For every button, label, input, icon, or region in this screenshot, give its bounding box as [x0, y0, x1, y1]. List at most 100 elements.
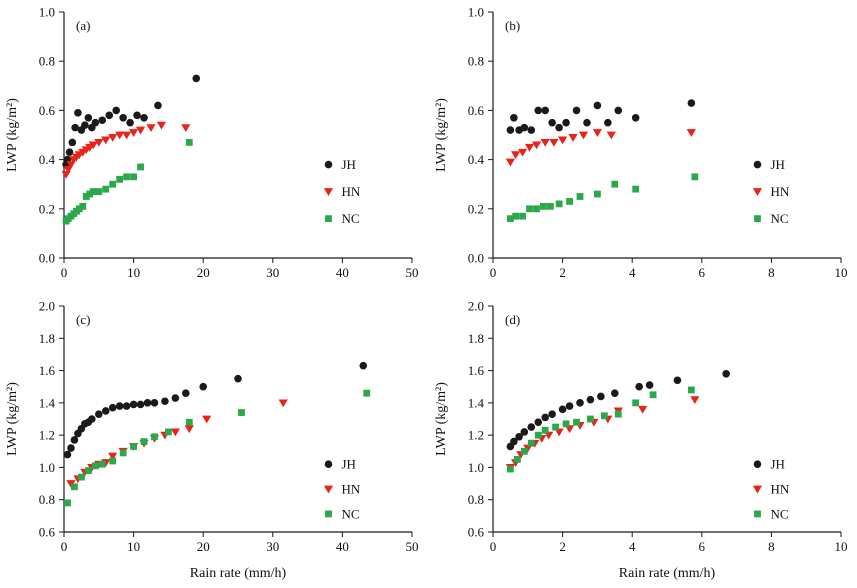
data-point-triangle — [202, 415, 212, 424]
y-axis-title: LWP (kg/m²) — [5, 98, 20, 172]
series-jh — [506, 99, 695, 134]
x-tick-label: 10 — [834, 265, 847, 280]
data-point-triangle — [66, 480, 76, 488]
data-point-circle — [98, 116, 107, 125]
data-point-circle — [143, 399, 152, 407]
series-jh — [506, 370, 730, 451]
data-point-circle — [558, 405, 566, 414]
data-point-circle — [108, 403, 117, 412]
legend-label-jh: JH — [341, 457, 355, 472]
x-tick-label: 20 — [197, 265, 210, 280]
series-hn — [505, 129, 696, 167]
y-tick-label: 0.4 — [467, 152, 484, 167]
data-point-circle — [533, 418, 542, 427]
x-tick-label: 40 — [336, 265, 349, 280]
data-point-square — [513, 455, 521, 463]
data-point-circle — [70, 436, 79, 444]
data-point-circle — [105, 111, 114, 120]
data-point-triangle — [129, 129, 139, 137]
data-point-circle — [572, 106, 580, 115]
data-point-circle — [631, 113, 639, 122]
y-tick-label: 2.0 — [467, 299, 483, 314]
data-point-square — [325, 215, 332, 223]
data-point-triangle — [531, 141, 541, 150]
x-tick-label: 6 — [698, 539, 705, 554]
data-point-circle — [547, 410, 556, 418]
y-tick-label: 0.8 — [39, 492, 55, 507]
data-point-square — [527, 439, 535, 447]
axes — [63, 12, 412, 259]
y-tick-label: 1.2 — [39, 428, 55, 443]
data-point-square — [562, 420, 569, 428]
legend-label-nc: NC — [770, 506, 788, 521]
data-point-circle — [91, 118, 100, 127]
data-point-square — [511, 212, 519, 220]
legend-label-hn: HN — [770, 184, 789, 199]
data-point-square — [64, 499, 71, 507]
x-tick-label: 0 — [61, 265, 68, 280]
data-point-circle — [81, 121, 89, 129]
data-point-square — [185, 138, 193, 146]
data-point-square — [631, 399, 639, 407]
data-point-circle — [115, 402, 124, 410]
data-point-circle — [526, 423, 535, 431]
data-point-square — [565, 198, 573, 205]
panel-d: 0 2 4 6 8 10 0.6 0.8 1.0 1.2 1.4 1.6 1.8 2.0 (d) LWP (k… — [429, 294, 857, 588]
legend: JH HN NC — [323, 457, 361, 521]
data-point-triangle — [184, 425, 194, 434]
data-point-circle — [533, 106, 542, 115]
data-point-square — [541, 426, 549, 434]
data-point-triangle — [323, 485, 334, 494]
data-point-square — [539, 202, 547, 210]
y-tick-label: 0.6 — [39, 103, 56, 118]
data-point-square — [363, 389, 371, 397]
data-point-circle — [161, 397, 169, 406]
y-tick-label: 0.2 — [467, 201, 483, 216]
data-point-square — [151, 433, 158, 441]
data-point-square — [546, 202, 554, 210]
y-tick-label: 1.0 — [39, 5, 55, 20]
axes — [491, 306, 841, 533]
y-axis-title: LWP (kg/m²) — [5, 382, 20, 456]
legend-label-nc: NC — [341, 506, 359, 521]
data-point-circle — [753, 160, 761, 169]
data-point-circle — [603, 118, 612, 127]
data-point-circle — [171, 394, 180, 402]
data-point-square — [690, 173, 698, 181]
data-point-triangle — [88, 141, 98, 150]
axes — [63, 306, 412, 533]
data-point-circle — [610, 389, 619, 397]
data-point-triangle — [115, 131, 125, 140]
data-point-square — [506, 215, 514, 223]
data-point-square — [71, 483, 78, 491]
y-tick-label: 1.4 — [467, 395, 484, 410]
data-point-square — [140, 438, 148, 445]
data-point-circle — [554, 123, 563, 132]
y-tick-label: 1.2 — [467, 428, 483, 443]
data-point-triangle — [135, 126, 146, 135]
data-point-circle — [634, 382, 643, 391]
series-nc — [506, 173, 698, 223]
data-point-circle — [324, 460, 333, 468]
data-point-triangle — [323, 188, 334, 196]
x-axis-title: Rain rate (mm/h) — [618, 566, 715, 581]
legend-label-jh: JH — [341, 157, 355, 172]
data-point-triangle — [108, 452, 118, 461]
x-tick-label: 10 — [834, 539, 847, 554]
data-point-square — [532, 205, 540, 213]
y-tick-label: 0.8 — [467, 492, 483, 507]
data-point-circle — [67, 444, 75, 452]
panel-a-chart: 0 10 20 30 40 50 0.0 0.2 0.4 0.6 0.8 1.0 (a) LWP (kg/… — [5, 5, 419, 281]
legend: JH HN NC — [752, 457, 789, 521]
data-point-triangle — [689, 396, 699, 405]
data-point-square — [75, 205, 83, 213]
panel-label: (d) — [505, 312, 520, 327]
data-point-triangle — [146, 124, 156, 133]
data-point-circle — [645, 381, 653, 389]
data-point-square — [116, 175, 124, 183]
data-point-circle — [199, 382, 207, 391]
y-tick-label: 0.0 — [467, 251, 483, 266]
legend-label-jh: JH — [770, 157, 784, 172]
y-tick-label: 1.6 — [467, 363, 484, 378]
panel-label: (a) — [76, 18, 90, 33]
